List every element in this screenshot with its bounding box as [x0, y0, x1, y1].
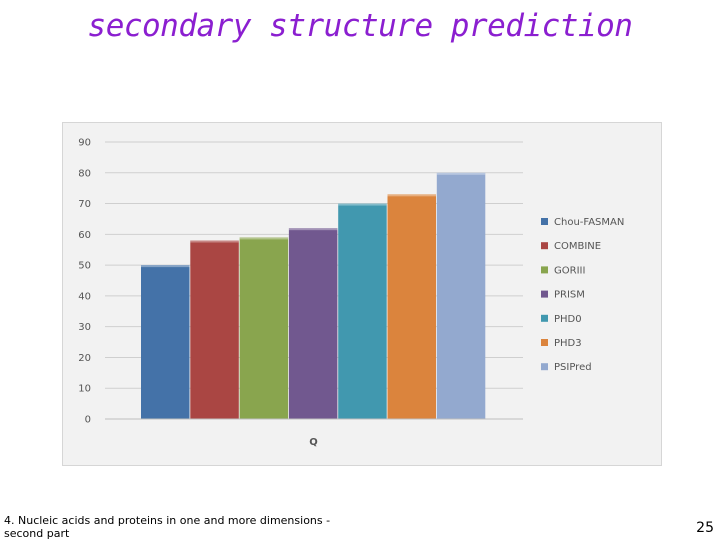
bar-highlight — [436, 172, 486, 175]
slide-title: secondary structure prediction — [87, 8, 633, 44]
legend-swatch — [541, 218, 548, 225]
bars — [141, 172, 486, 419]
bar-combine — [190, 240, 239, 419]
y-tick-label: 90 — [78, 138, 91, 149]
y-tick-label: 70 — [78, 199, 91, 210]
legend-label: PRISM — [554, 290, 585, 301]
bar-chou-fasman — [141, 265, 190, 419]
bar-highlight — [387, 194, 436, 197]
y-tick-label: 50 — [78, 261, 91, 272]
legend-swatch — [541, 242, 548, 250]
page-number: 25 — [696, 520, 714, 536]
bar-highlight — [338, 203, 387, 206]
bar-phd0 — [338, 203, 387, 419]
legend-label: PHD0 — [554, 314, 582, 325]
y-tick-label: 60 — [78, 230, 91, 241]
y-axis-ticks: 0 10 20 30 40 50 60 70 80 90 — [78, 138, 91, 426]
legend-label: PSIPred — [554, 362, 592, 373]
y-tick-label: 40 — [78, 291, 91, 302]
bar-goriii — [239, 237, 289, 419]
footer-text: 4. Nucleic acids and proteins in one and… — [4, 514, 331, 540]
legend-swatch — [541, 363, 548, 371]
bar-highlight — [141, 265, 190, 268]
legend-label: GORIII — [554, 265, 585, 276]
legend: Chou-FASMAN COMBINE GORIII PRISM PHD0 PHD3 PSI… — [541, 217, 624, 373]
bar-psipred — [436, 172, 486, 419]
y-tick-label: 80 — [78, 168, 91, 179]
legend-label: Chou-FASMAN — [554, 217, 624, 228]
x-axis-label: Q — [309, 437, 318, 448]
legend-label: COMBINE — [554, 241, 601, 252]
legend-label: PHD3 — [554, 338, 582, 349]
legend-swatch — [541, 266, 548, 274]
legend-swatch — [541, 290, 548, 298]
bar-highlight — [190, 240, 239, 243]
chart-area: 0 10 20 30 40 50 60 70 80 90 Q Chou-FASMAN COMBINE… — [62, 122, 662, 466]
bar-highlight — [288, 228, 338, 231]
legend-swatch — [541, 314, 548, 322]
bar-chart: 0 10 20 30 40 50 60 70 80 90 Q Chou-FASMAN COMBINE… — [78, 138, 624, 449]
bar-phd3 — [387, 194, 436, 419]
y-tick-label: 10 — [78, 384, 91, 395]
bar-highlight — [239, 237, 289, 240]
y-tick-label: 30 — [78, 322, 91, 333]
legend-swatch — [541, 339, 548, 346]
bar-prism — [288, 228, 338, 419]
y-tick-label: 20 — [78, 353, 91, 364]
y-tick-label: 0 — [85, 415, 91, 426]
